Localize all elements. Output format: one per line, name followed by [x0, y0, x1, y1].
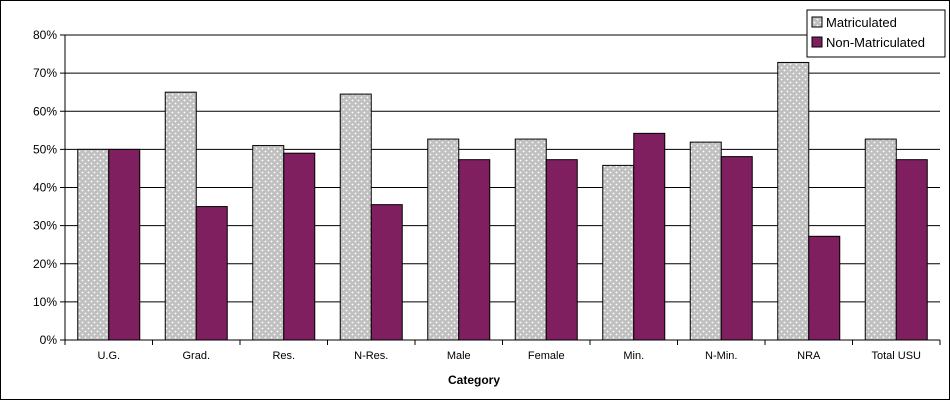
bar-matriculated	[252, 145, 285, 341]
x-tick-label: Res.	[272, 350, 295, 362]
bar-matriculated	[514, 138, 547, 341]
bars	[77, 61, 928, 341]
x-tick-label: N-Res.	[354, 350, 388, 362]
y-tick-label: 20%	[33, 257, 57, 271]
x-tick-label: Female	[528, 350, 565, 362]
bar-non-matriculated	[283, 152, 316, 341]
legend-box	[806, 9, 946, 58]
y-tick-label: 30%	[33, 219, 57, 233]
y-tick-label: 10%	[33, 295, 57, 309]
y-tick-label: 60%	[33, 104, 57, 118]
axes: 0% 10% 20% 30% 40% 50% 60% 70% 80% U.G. Grad. Res. N…	[33, 28, 941, 362]
bar-non-matriculated	[458, 159, 491, 341]
y-tick-label: 70%	[33, 66, 57, 80]
x-tick-label: Min.	[623, 350, 644, 362]
legend-swatch	[811, 16, 823, 28]
bar-matriculated	[602, 164, 635, 341]
legend-label: Matriculated	[826, 15, 897, 30]
x-axis-title: Category	[448, 373, 500, 387]
y-tick-label: 80%	[33, 28, 57, 42]
bar-non-matriculated	[108, 148, 141, 341]
bar-matriculated	[689, 141, 722, 341]
x-tick-label: Male	[447, 350, 471, 362]
bar-non-matriculated	[895, 159, 928, 341]
x-tick-label: NRA	[797, 350, 821, 362]
bar-non-matriculated	[633, 132, 666, 341]
bar-matriculated	[77, 148, 110, 341]
bar-non-matriculated	[720, 156, 753, 341]
bar-matriculated	[339, 93, 372, 341]
y-tick-label: 0%	[40, 333, 58, 347]
x-tick-label: Grad.	[182, 350, 210, 362]
bar-matriculated	[864, 138, 897, 341]
y-tick-label: 40%	[33, 181, 57, 195]
x-tick-label: Total USU	[871, 350, 921, 362]
legend: Matriculated Non-Matriculated	[806, 9, 946, 58]
legend-label: Non-Matriculated	[826, 35, 925, 50]
bar-non-matriculated	[370, 204, 403, 341]
bar-non-matriculated	[808, 235, 841, 341]
bar-matriculated	[164, 91, 197, 341]
x-tick-label: N-Min.	[705, 350, 737, 362]
y-tick-label: 50%	[33, 142, 57, 156]
legend-swatch	[811, 36, 823, 48]
bar-non-matriculated	[545, 159, 578, 341]
bar-matriculated	[427, 138, 460, 341]
x-tick-label: U.G.	[97, 350, 120, 362]
bar-matriculated	[777, 61, 810, 341]
bar-non-matriculated	[195, 206, 228, 341]
